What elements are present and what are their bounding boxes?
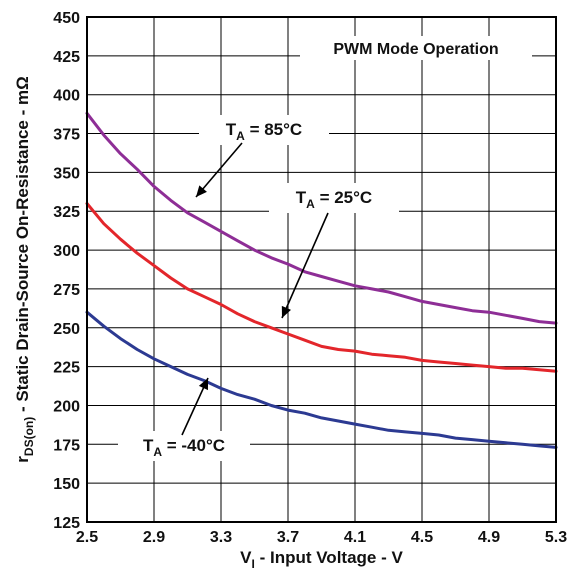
y-tick-label: 400 [53, 88, 80, 105]
x-axis-title-main: V [240, 548, 252, 567]
x-tick-label: 4.1 [344, 529, 366, 546]
plot-frame [86, 16, 557, 523]
y-axis-title: rDS(on) - Static Drain-Source On-Resista… [13, 76, 36, 462]
x-axis-title: VI - Input Voltage - V [240, 548, 403, 571]
series-label-0: TA = 85°C [226, 120, 302, 143]
series-label-bg-1 [269, 183, 399, 213]
series-label-bg-0 [199, 115, 329, 145]
x-axis-title-sub: I [252, 557, 255, 571]
y-tick-label: 375 [53, 127, 80, 144]
x-tick-label: 4.9 [478, 529, 500, 546]
y-axis-title-rest: - Static Drain-Source On-Resistance - mΩ [13, 76, 32, 417]
series-label-1: TA = 25°C [296, 188, 372, 211]
x-tick-label: 2.9 [143, 529, 165, 546]
x-tick-label: 2.5 [76, 529, 98, 546]
y-axis-title-sub: DS(on) [22, 417, 36, 456]
y-tick-label: 150 [53, 476, 80, 493]
series-arrow-1 [281, 212, 329, 319]
series-label-2: TA = -40°C [143, 436, 225, 459]
series-line-1 [85, 202, 558, 373]
y-tick-label: 175 [53, 437, 80, 454]
annotation-pwm-mode: PWM Mode Operation [333, 41, 498, 58]
y-tick-label: 225 [53, 360, 80, 377]
series-line-2 [85, 310, 558, 449]
y-axis-title-main: r [13, 456, 32, 463]
y-tick-label: 300 [53, 243, 80, 260]
series-layer [85, 111, 558, 449]
y-tick-label: 425 [53, 49, 80, 66]
y-tick-label: 250 [53, 321, 80, 338]
series-arrowhead-0 [196, 185, 207, 197]
series-arrowhead-1 [281, 305, 291, 318]
y-tick-label: 275 [53, 282, 80, 299]
series-arrowhead-2 [198, 378, 208, 391]
y-tick-label: 350 [53, 165, 80, 182]
x-tick-label: 3.7 [277, 529, 299, 546]
y-tick-labels: 125 150 175 200 225 250 275 300 325 350 375 400 425 4… [53, 10, 80, 532]
x-axis-title-rest: - Input Voltage - V [255, 548, 404, 567]
series-arrow-0 [195, 142, 243, 198]
y-tick-label: 450 [53, 10, 80, 27]
series-labels: TA = 85°C TA = 25°C TA = -40°C [118, 115, 399, 461]
x-tick-label: 5.3 [545, 529, 567, 546]
x-tick-label: 3.3 [210, 529, 232, 546]
y-tick-label: 325 [53, 204, 80, 221]
y-tick-label: 200 [53, 398, 80, 415]
annotation-box-bg [300, 36, 532, 60]
series-line-0 [85, 111, 558, 325]
x-tick-label: 4.5 [411, 529, 433, 546]
series-label-bg-2 [118, 431, 250, 461]
x-tick-labels: 2.5 2.9 3.3 3.7 4.1 4.5 4.9 5.3 [76, 529, 567, 546]
y-tick-label: 125 [53, 515, 80, 532]
